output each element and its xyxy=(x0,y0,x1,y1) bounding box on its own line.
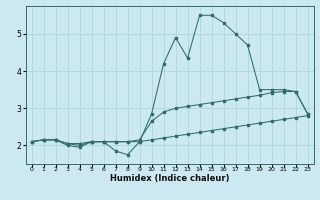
X-axis label: Humidex (Indice chaleur): Humidex (Indice chaleur) xyxy=(110,174,229,183)
